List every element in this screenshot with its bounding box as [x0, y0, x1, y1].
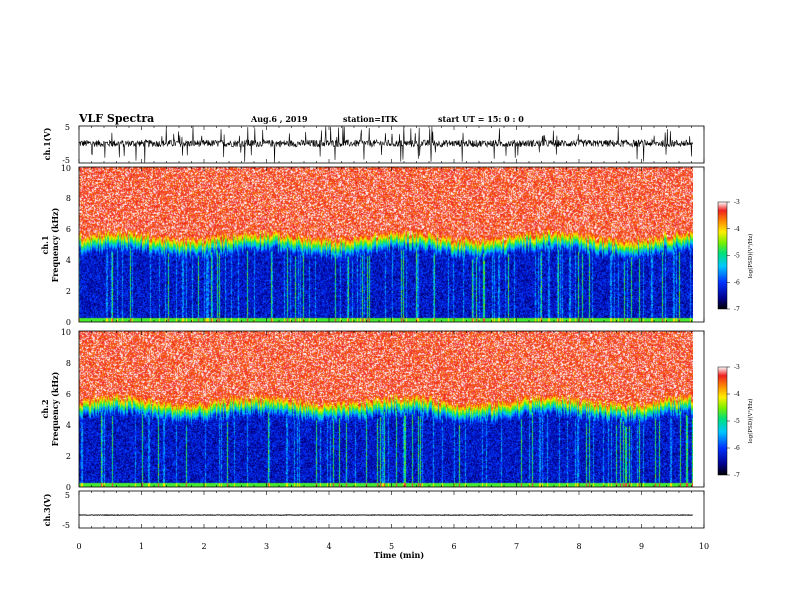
ch1-spec-yticks: 0 2 4 6 8 10: [61, 164, 71, 327]
ch2-spec-ytick: 10: [61, 328, 71, 337]
colorbar-ch1-gradient: [717, 201, 728, 310]
colorbar-tick-label: -3: [734, 199, 740, 206]
colorbar-ch1-ticks: -3 -4 -5 -6 -7: [727, 199, 740, 313]
ch2-spec-ylabel-frequency: Frequency (kHz): [50, 371, 60, 446]
ch1-spec-ytick: 10: [61, 164, 71, 173]
colorbar-tick-label: -7: [734, 472, 740, 479]
ch2-spec-ytick: 2: [66, 452, 71, 461]
ch2-spec-ytick: 6: [66, 390, 71, 399]
x-tick-label: 4: [326, 542, 331, 551]
x-tick-labels: 0 1 2 3 4 5 6 7 8 9 10: [76, 542, 709, 551]
x-tick-label: 10: [699, 542, 709, 551]
x-tick-label: 7: [514, 542, 519, 551]
colorbar-ch2-gradient: [717, 366, 728, 476]
x-tick-label: 2: [201, 542, 206, 551]
x-tick-label: 5: [389, 542, 394, 551]
ch1-waveform-trace: [78, 126, 694, 163]
ch2-spec-yticks: 0 2 4 6 8 10: [61, 328, 71, 492]
ch3-wave-ylabel: ch.3(V): [42, 493, 52, 526]
waveform-line: [78, 126, 694, 163]
start-time-label: start UT = 15: 0 : 0: [438, 114, 524, 124]
ch1-spectrogram-panel: 0 2 4 6 8 10 ch.1 Frequency (kHz): [40, 164, 705, 327]
colorbar-tick-label: -7: [734, 306, 740, 313]
ch2-spectrogram-image: [79, 331, 693, 487]
ch2-spectrogram-panel: 0 2 4 6 8 10 ch.2 Frequency (kHz): [40, 328, 705, 492]
x-tick-label: 6: [451, 542, 456, 551]
station-label: station=ITK: [343, 114, 399, 124]
colorbar-ch1: -3 -4 -5 -6 -7 log(PSD)(V²/Hz): [717, 199, 754, 313]
ch3-waveform-trace: [78, 514, 693, 517]
x-tick-label: 3: [264, 542, 269, 551]
colorbar-ch1-label: log(PSD)(V²/Hz): [747, 234, 754, 279]
figure-title: VLF Spectra: [78, 112, 154, 125]
ch1-spec-ytick: 8: [66, 194, 71, 203]
ch3-wave-ytick-bottom: -5: [62, 521, 70, 530]
waveform-line: [78, 514, 693, 517]
colorbar-tick-label: -5: [734, 418, 740, 425]
colorbar-ch2-label: log(PSD)(V²/Hz): [747, 399, 754, 444]
x-axis-label: Time (min): [374, 550, 424, 560]
ch3-waveform-frame: [78, 490, 705, 529]
date-label: Aug.6 , 2019: [250, 114, 308, 124]
ch1-spec-ytick: 2: [66, 287, 71, 296]
ch2-spec-ytick: 0: [66, 483, 71, 492]
colorbar-ch2: -3 -4 -5 -6 -7 log(PSD)(V²/Hz): [717, 364, 754, 479]
ch1-spec-ytick: 0: [66, 318, 71, 327]
ch1-wave-ytick-top: 5: [65, 123, 70, 132]
ch2-spec-ylabel-channel: ch.2: [40, 399, 50, 418]
x-tick-label: 9: [639, 542, 644, 551]
ch1-spec-ylabel-frequency: Frequency (kHz): [50, 207, 60, 282]
colorbar-tick-label: -6: [734, 279, 740, 286]
x-tick-label: 1: [139, 542, 144, 551]
ch2-spec-ytick: 8: [66, 359, 71, 368]
ch1-spec-ytick: 4: [66, 256, 71, 265]
ch1-wave-ylabel: ch.1(V): [42, 127, 52, 160]
x-tick-marks: [78, 126, 705, 528]
colorbar-tick-label: -6: [734, 445, 740, 452]
ch1-spectrogram-image: [79, 167, 693, 322]
ch1-spec-ylabel-channel: ch.1: [40, 235, 50, 254]
ch2-spec-ytick: 4: [66, 421, 71, 430]
colorbar-tick-label: -3: [734, 364, 740, 371]
ch3-wave-ytick-top: 5: [65, 491, 70, 500]
colorbar-tick-label: -4: [734, 391, 740, 398]
ch1-spec-ytick: 6: [66, 225, 71, 234]
x-tick-label: 0: [76, 542, 81, 551]
colorbar-tick-label: -5: [734, 253, 740, 260]
x-tick-label: 8: [576, 542, 581, 551]
ch1-wave-ytick-bottom: -5: [62, 156, 70, 165]
colorbar-ch2-ticks: -3 -4 -5 -6 -7: [727, 364, 740, 479]
colorbar-tick-label: -4: [734, 226, 740, 233]
